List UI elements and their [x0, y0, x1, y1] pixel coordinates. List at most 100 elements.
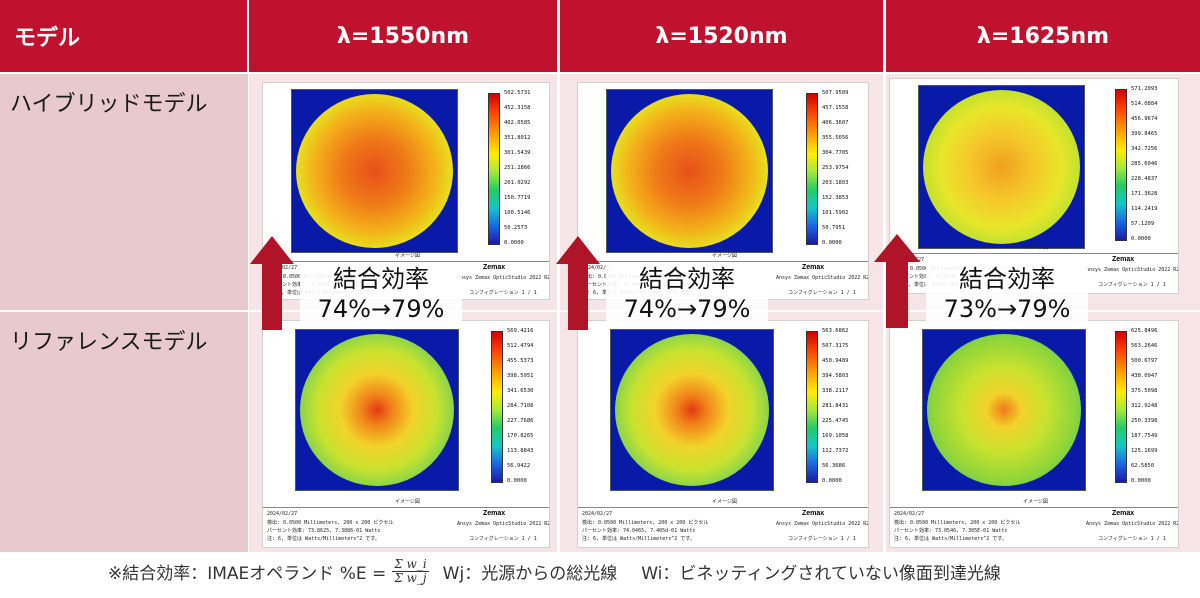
footnote-wi: Wi：ビネッティングされていない像面到達光線: [641, 564, 1001, 584]
footer-divider: [890, 253, 1178, 254]
coupling-efficiency-overlay: 結合効率 74%→79%: [300, 262, 462, 326]
beam-spot: [923, 90, 1080, 244]
beam-spot: [927, 334, 1081, 486]
footer-text: 検出: 0.0500 Millimeters, 200 x 200 ピクセル: [267, 520, 394, 526]
color-scale-tick: 452.3158: [504, 105, 531, 111]
product-name: Ansys Zemax OpticStudio 2022 R2.0: [457, 521, 550, 527]
coupling-efficiency-overlay: 結合効率 73%→79%: [926, 262, 1088, 326]
configuration-label: コンフィグレーション 1 / 1: [469, 536, 537, 542]
image-caption: イメージ図: [395, 253, 420, 259]
configuration-label: コンフィグレーション 1 / 1: [1098, 536, 1166, 542]
header-model-label: モデル: [14, 26, 81, 51]
color-scale-tick: 456.9674: [1131, 116, 1158, 122]
formula-denominator: Σ w_j: [394, 571, 427, 585]
zemax-brand: Zemax: [802, 510, 825, 517]
zemax-brand: Zemax: [483, 264, 506, 271]
irradiance-plot: [922, 329, 1086, 491]
color-scale-tick: 514.0884: [1131, 101, 1158, 107]
color-scale-tick: 301.5439: [504, 150, 531, 156]
row-label-text: リファレンスモデル: [10, 330, 208, 355]
irradiance-plot: [295, 329, 459, 491]
formula-fraction: Σ w_i Σ w_j: [392, 557, 429, 585]
color-scale-tick: 375.5098: [1131, 388, 1158, 394]
color-scale-tick: 100.5146: [504, 210, 531, 216]
footer-text: 2024/02/27: [582, 265, 613, 271]
color-scale-tick: 569.4216: [507, 328, 534, 334]
color-scale-tick: 450.9489: [822, 358, 849, 364]
color-scale-tick: 112.7372: [822, 448, 849, 454]
product-name: Ansys Zemax OpticStudio 2022 R2.0: [776, 521, 869, 527]
color-scale-tick: 228.4837: [1131, 176, 1158, 182]
color-scale-bar: [491, 331, 503, 483]
zemax-brand: Zemax: [1112, 510, 1135, 517]
up-arrow-icon: [556, 236, 600, 330]
configuration-label: コンフィグレーション 1 / 1: [788, 290, 856, 296]
color-scale-tick: 101.5902: [822, 210, 849, 216]
irradiance-plot: [610, 329, 774, 491]
color-scale-tick: 56.9422: [507, 463, 531, 469]
color-scale-tick: 0.0000: [1131, 478, 1151, 484]
beam-spot: [300, 334, 454, 486]
color-scale-bar: [1115, 331, 1127, 483]
color-scale-tick: 338.2117: [822, 388, 849, 394]
color-scale-tick: 169.1058: [822, 433, 849, 439]
header-col-1550: λ=1550nm: [249, 0, 557, 72]
footer-divider: [578, 261, 868, 262]
color-scale-tick: 0.0000: [1131, 236, 1151, 242]
header-wavelength: λ=1550nm: [336, 23, 470, 49]
configuration-label: コンフィグレーション 1 / 1: [469, 290, 537, 296]
footer-text: 注: 6, 単位は Watts/Millimeters^2 です。: [267, 536, 380, 542]
color-scale-tick: 62.5850: [1131, 463, 1155, 469]
color-scale-tick: 50.2573: [504, 225, 528, 231]
footer-text: パーセント効率: 74.0465, 7.405d-01 Watts: [582, 528, 696, 534]
overlay-value: 74%→79%: [317, 295, 445, 323]
configuration-label: コンフィグレーション 1 / 1: [788, 536, 856, 542]
color-scale-tick: 625.8496: [1131, 328, 1158, 334]
color-scale-tick: 512.4794: [507, 343, 534, 349]
image-caption: イメージ図: [712, 499, 737, 505]
overlay-title: 結合効率: [333, 265, 429, 293]
color-scale-tick: 250.3398: [1131, 418, 1158, 424]
product-name: Ansys Zemax OpticStudio 2022 R2.0: [1086, 521, 1179, 527]
beam-spot: [611, 94, 768, 248]
image-caption: イメージ図: [1023, 499, 1048, 505]
footer-text: 注: 6, 単位は Watts/Millimeters^2 です。: [582, 536, 695, 542]
color-scale-tick: 0.0000: [822, 478, 842, 484]
irradiance-map-screenshot: 625.8496 563.2646 500.6797 438.0947 375.5098…: [889, 320, 1179, 548]
row-label-hybrid: ハイブリッドモデル: [0, 74, 248, 310]
product-name: Ansys Zemax OpticStudio 2022 R2.0: [1086, 267, 1179, 273]
footer-text: 2024/02/27: [582, 511, 613, 517]
color-scale-tick: 227.7686: [507, 418, 534, 424]
header-wavelength: λ=1520nm: [655, 23, 788, 49]
beam-spot: [296, 94, 453, 248]
color-scale-tick: 114.2419: [1131, 206, 1158, 212]
color-scale-tick: 342.7256: [1131, 146, 1158, 152]
footer-divider: [890, 507, 1178, 508]
color-scale-tick: 281.8431: [822, 403, 849, 409]
color-scale-tick: 253.9754: [822, 165, 849, 171]
beam-spot: [615, 334, 769, 486]
color-scale-tick: 455.5373: [507, 358, 534, 364]
color-scale-tick: 438.0947: [1131, 373, 1158, 379]
color-scale-tick: 125.1699: [1131, 448, 1158, 454]
footer-divider: [578, 507, 868, 508]
color-scale-tick: 406.3607: [822, 120, 849, 126]
color-scale-tick: 341.6530: [507, 388, 534, 394]
header-wavelength: λ=1625nm: [976, 23, 1110, 49]
color-scale-tick: 187.7549: [1131, 433, 1158, 439]
color-scale-bar: [806, 331, 818, 483]
color-scale-tick: 507.9509: [822, 90, 849, 96]
zemax-brand: Zemax: [1112, 256, 1135, 263]
image-caption: イメージ図: [1023, 245, 1048, 251]
coupling-efficiency-overlay: 結合効率 74%→79%: [606, 262, 768, 326]
footer-divider: [263, 507, 549, 508]
zemax-brand: Zemax: [483, 510, 506, 517]
color-scale-tick: 399.8465: [1131, 131, 1158, 137]
formula-numerator: Σ w_i: [392, 557, 429, 572]
color-scale-tick: 171.3628: [1131, 191, 1158, 197]
configuration-label: コンフィグレーション 1 / 1: [1098, 282, 1166, 288]
image-caption: イメージ図: [712, 253, 737, 259]
footer-text: パーセント効率: 73.8625, 7.3886-01 Watts: [267, 528, 381, 534]
up-arrow-icon: [250, 236, 294, 330]
color-scale-tick: 251.2866: [504, 165, 531, 171]
